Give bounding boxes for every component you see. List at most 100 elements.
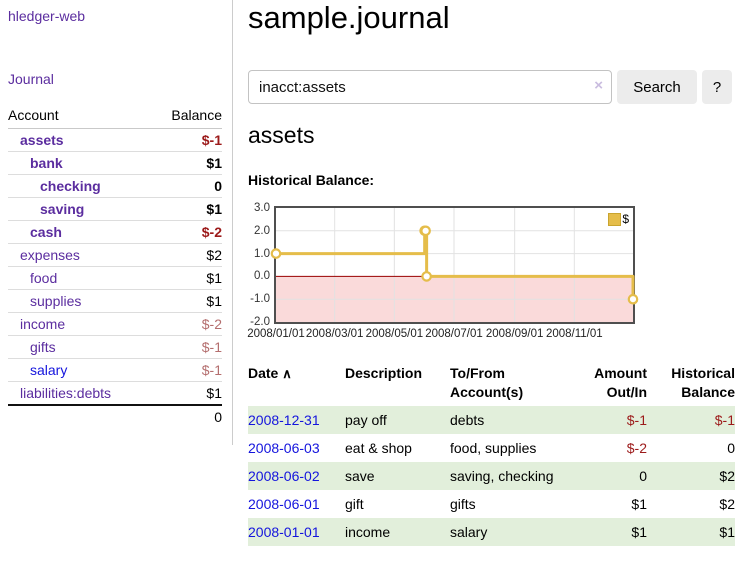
account-link[interactable]: expenses	[20, 247, 80, 263]
register-cell-date: 2008-06-02	[248, 462, 345, 490]
account-balance: $1	[206, 155, 222, 171]
account-row-expenses: expenses $2	[8, 244, 222, 267]
y-axis-tick-label: -2.0	[250, 316, 270, 328]
transaction-date-link[interactable]: 2008-12-31	[248, 412, 320, 428]
register-cell-description: gift	[345, 496, 364, 512]
account-row-saving: saving $1	[8, 198, 222, 221]
register-cell-balance: $-1	[714, 412, 735, 428]
register-header-date[interactable]: Date ∧	[248, 365, 292, 381]
chart-legend: $	[608, 212, 629, 226]
x-axis-tick-label: 2008/09/01	[485, 328, 544, 340]
x-axis-tick-label: 2008/11/01	[545, 328, 603, 340]
account-row-checking: checking 0	[8, 175, 222, 198]
register-cell-amount: 0	[639, 468, 647, 484]
main-panel: sample.journal × Search ? assets Histori…	[247, 0, 738, 582]
account-link[interactable]: bank	[30, 155, 63, 171]
x-axis-tick-label: 2008/05/01	[365, 328, 424, 340]
register-cell-date: 2008-01-01	[248, 518, 345, 546]
register-cell-balance: $2	[719, 496, 735, 512]
y-axis-tick-label: 1.0	[254, 247, 270, 260]
search-box: ×	[248, 70, 612, 104]
register-header-balance: Historical Balance	[671, 365, 735, 400]
x-axis-tick-label: 2008/07/01	[425, 328, 483, 340]
register-table: Date ∧ Description To/From Account(s) Am…	[248, 362, 735, 546]
account-balance: $1	[206, 385, 222, 401]
sidebar: hledger-web Journal Account Balance asse…	[8, 0, 233, 445]
accounts-total: 0	[8, 404, 222, 428]
account-balance: $-2	[201, 316, 222, 332]
register-header-amount: Amount Out/In	[594, 365, 647, 400]
y-axis-tick-label: -1.0	[250, 293, 270, 306]
account-row-liabilities-debts: liabilities:debts $1	[8, 382, 222, 404]
account-row-supplies: supplies $1	[8, 290, 222, 313]
account-row-income: income $-2	[8, 313, 222, 336]
account-link[interactable]: gifts	[30, 339, 56, 355]
register-cell-accounts: salary	[450, 524, 488, 540]
account-link[interactable]: income	[20, 316, 66, 332]
register-header-row: Date ∧ Description To/From Account(s) Am…	[248, 362, 735, 406]
register-cell-description: save	[345, 468, 375, 484]
register-cell-accounts: gifts	[450, 496, 476, 512]
legend-label: $	[622, 212, 629, 226]
account-link[interactable]: supplies	[30, 293, 82, 309]
sort-ascending-icon: ∧	[282, 366, 292, 381]
chart-plot-area: $	[270, 206, 639, 324]
y-axis-tick-label: 0.0	[254, 270, 270, 283]
register-cell-description: eat & shop	[345, 440, 412, 456]
account-link[interactable]: salary	[30, 362, 68, 378]
register-cell-accounts: food, supplies	[450, 440, 537, 456]
register-row: 2008-06-01 gift gifts $1 $2	[248, 490, 735, 518]
account-link[interactable]: checking	[40, 178, 101, 194]
account-link[interactable]: assets	[20, 132, 64, 148]
account-link[interactable]: saving	[40, 201, 85, 217]
register-cell-date: 2008-12-31	[248, 406, 345, 434]
x-axis-tick-label: 2008/03/01	[305, 328, 364, 340]
transaction-date-link[interactable]: 2008-06-02	[248, 468, 320, 484]
page-title: sample.journal	[248, 0, 450, 35]
account-link[interactable]: food	[30, 270, 58, 286]
search-form: × Search ?	[248, 70, 735, 104]
transaction-date-link[interactable]: 2008-06-03	[248, 440, 320, 456]
search-button[interactable]: Search	[617, 70, 697, 104]
account-link[interactable]: cash	[30, 224, 62, 240]
transaction-date-link[interactable]: 2008-01-01	[248, 524, 320, 540]
register-header-description: Description	[345, 365, 423, 381]
x-axis-tick-label: 2008/01/01	[247, 328, 305, 340]
account-heading: assets	[248, 122, 315, 148]
register-cell-balance: 0	[727, 440, 735, 456]
register-cell-description: pay off	[345, 412, 387, 428]
clear-search-icon[interactable]: ×	[594, 77, 603, 94]
account-row-assets: assets $-1	[8, 129, 222, 152]
account-balance: $-1	[201, 362, 222, 378]
register-header-tofrom: To/From Account(s)	[450, 365, 524, 400]
accounts-table-header: Account Balance	[8, 104, 222, 129]
account-balance: $-1	[201, 339, 222, 355]
account-balance: 0	[214, 178, 222, 194]
register-row: 2008-12-31 pay off debts $-1 $-1	[248, 406, 735, 434]
account-balance: $1	[206, 293, 222, 309]
register-cell-balance: $2	[719, 468, 735, 484]
register-cell-amount: $-1	[626, 412, 647, 428]
app-brand-link[interactable]: hledger-web	[8, 8, 86, 24]
account-balance: $-2	[201, 224, 222, 240]
accounts-header-balance: Balance	[171, 107, 222, 123]
account-balance: $-1	[201, 132, 222, 148]
register-cell-date: 2008-06-03	[248, 434, 345, 462]
y-axis-tick-label: 3.0	[254, 202, 270, 214]
account-tree: assets $-1 bank $1 checking 0 saving $1 cash $-2 e…	[8, 129, 222, 404]
search-input[interactable]	[248, 70, 612, 104]
register-cell-accounts: saving, checking	[450, 468, 554, 484]
account-link[interactable]: liabilities:debts	[20, 385, 112, 401]
account-balance: $1	[206, 270, 222, 286]
register-cell-balance: $1	[719, 524, 735, 540]
sidebar-item-journal[interactable]: Journal	[8, 71, 54, 87]
help-button[interactable]: ?	[702, 70, 732, 104]
register-cell-accounts: debts	[450, 412, 485, 428]
legend-swatch-icon	[608, 212, 622, 226]
transaction-date-link[interactable]: 2008-06-01	[248, 496, 320, 512]
register-cell-amount: $-2	[626, 440, 647, 456]
chart-canvas	[270, 208, 639, 322]
account-row-cash: cash $-2	[8, 221, 222, 244]
account-row-food: food $1	[8, 267, 222, 290]
accounts-table: Account Balance assets $-1 bank $1 checking 0…	[8, 104, 222, 428]
